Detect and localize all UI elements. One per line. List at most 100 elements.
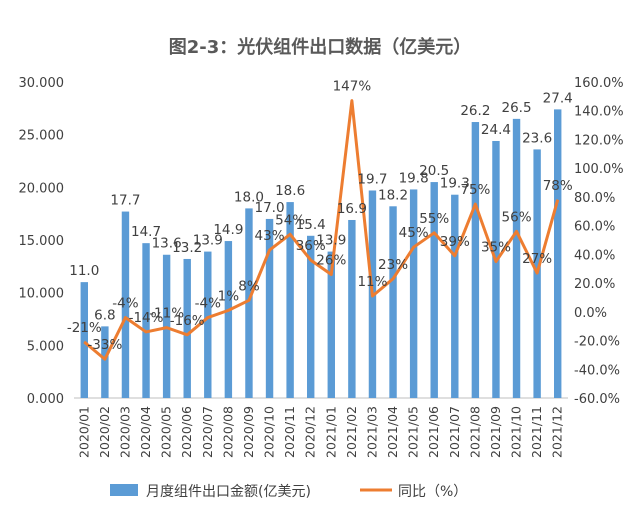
y-right-tick-label: 40.0% (574, 248, 615, 263)
bar-value-label: 13.2 (172, 240, 202, 256)
line-point (145, 331, 147, 333)
x-tick-label: 2020/02 (97, 406, 112, 458)
bar (245, 208, 253, 398)
bar-value-label: 18.0 (234, 189, 264, 205)
y-left-tick-label: 15.000 (19, 234, 65, 249)
line-point (536, 272, 538, 274)
line-point (516, 230, 518, 232)
bar-value-label: 19.7 (357, 171, 387, 187)
x-tick-label: 2020/11 (282, 406, 297, 458)
legend-line-label: 同比（%） (398, 484, 467, 500)
bar (121, 211, 130, 398)
line-point (433, 232, 435, 234)
line-point (83, 341, 85, 343)
bar (512, 118, 521, 398)
line-point (124, 317, 126, 319)
chart-title: 图2-3：光伏组件出口数据（亿美元） (169, 36, 472, 58)
y-right-tick-label: -40.0% (574, 363, 620, 378)
x-tick-label: 2020/04 (138, 406, 153, 458)
bar-value-label: 27.4 (543, 90, 573, 106)
line-point (207, 317, 209, 319)
y-right-tick-label: 60.0% (574, 220, 615, 235)
bar (183, 258, 191, 398)
bar-value-label: 17.7 (110, 193, 140, 209)
line-point (413, 246, 415, 248)
bar-value-label: 17.0 (255, 200, 285, 216)
x-tick-label: 2021/01 (323, 406, 338, 458)
line-value-label: 78% (543, 178, 573, 194)
bar (327, 251, 335, 398)
bar (286, 202, 294, 398)
x-tick-label: 2020/10 (262, 406, 277, 458)
line-point (310, 259, 312, 261)
bar (430, 182, 438, 398)
line-value-label: -4% (112, 296, 138, 312)
line-value-label: -21% (67, 320, 102, 336)
bar-value-label: 16.9 (337, 201, 367, 217)
line-value-label: 45% (399, 225, 429, 241)
bar (204, 251, 212, 398)
line-point (371, 295, 373, 297)
bar-value-label: 13.9 (316, 233, 346, 249)
line-value-label: 23% (378, 257, 408, 273)
bar (554, 109, 562, 399)
x-tick-label: 2021/09 (488, 406, 503, 458)
legend-bar-label: 月度组件出口金额(亿美元) (146, 484, 311, 500)
x-tick-label: 2021/02 (344, 406, 359, 458)
bar (101, 326, 109, 398)
y-right-tick-label: 20.0% (574, 277, 615, 292)
line-value-label: -4% (195, 296, 221, 312)
y-left-tick-label: 5.000 (27, 339, 64, 354)
line-value-label: -14% (129, 310, 164, 326)
x-tick-label: 2021/04 (385, 406, 400, 458)
bar-value-label: 14.7 (131, 224, 161, 240)
bar-value-label: 26.2 (460, 103, 490, 119)
line-point (269, 249, 271, 251)
bar (80, 282, 88, 398)
line-value-label: 35% (481, 240, 511, 256)
line-point (104, 358, 106, 360)
y-left-tick-label: 0.000 (27, 392, 64, 407)
bar-value-label: 15.4 (296, 217, 326, 233)
y-left-tick-label: 10.000 (19, 287, 65, 302)
x-tick-label: 2021/05 (406, 406, 421, 458)
line-value-label: 11% (357, 274, 387, 290)
line-value-label: 39% (440, 234, 470, 250)
line-value-label: 43% (255, 228, 285, 244)
bar-value-label: 6.8 (94, 307, 115, 323)
y-right-tick-label: 160.0% (574, 76, 624, 91)
line-point (227, 309, 229, 311)
line-point (495, 261, 497, 263)
line-point (166, 327, 168, 329)
bar (307, 235, 315, 398)
line-point (248, 299, 250, 301)
line-point (454, 255, 456, 257)
legend: 月度组件出口金额(亿美元) 同比（%） (110, 484, 467, 500)
line-path (83, 99, 560, 361)
bar-value-label: 13.9 (193, 233, 223, 249)
line-value-label: 36% (296, 238, 326, 254)
line-value-label: 56% (502, 209, 532, 225)
line-value-label: -16% (170, 313, 205, 329)
y-right-tick-label: -20.0% (574, 335, 620, 350)
x-tick-label: 2021/10 (509, 406, 524, 458)
bar (265, 218, 274, 398)
bar (142, 243, 150, 398)
y-left-tick-label: 25.000 (19, 129, 65, 144)
line-point (474, 203, 476, 205)
x-tick-label: 2020/06 (179, 406, 194, 458)
line-point (351, 100, 353, 102)
x-tick-label: 2021/03 (364, 406, 379, 458)
line-series (83, 99, 560, 361)
x-tick-label: 2020/03 (117, 406, 132, 458)
x-tick-label: 2021/08 (467, 406, 482, 458)
bar (451, 194, 459, 398)
y-right-tick-label: -60.0% (574, 392, 620, 407)
line-value-label: 75% (460, 182, 490, 198)
x-tick-label: 2020/05 (159, 406, 174, 458)
bar (471, 122, 480, 398)
y-right-tick-label: 100.0% (574, 162, 624, 177)
bar-value-label: 11.0 (69, 263, 99, 279)
y-left-tick-label: 20.000 (19, 181, 65, 196)
